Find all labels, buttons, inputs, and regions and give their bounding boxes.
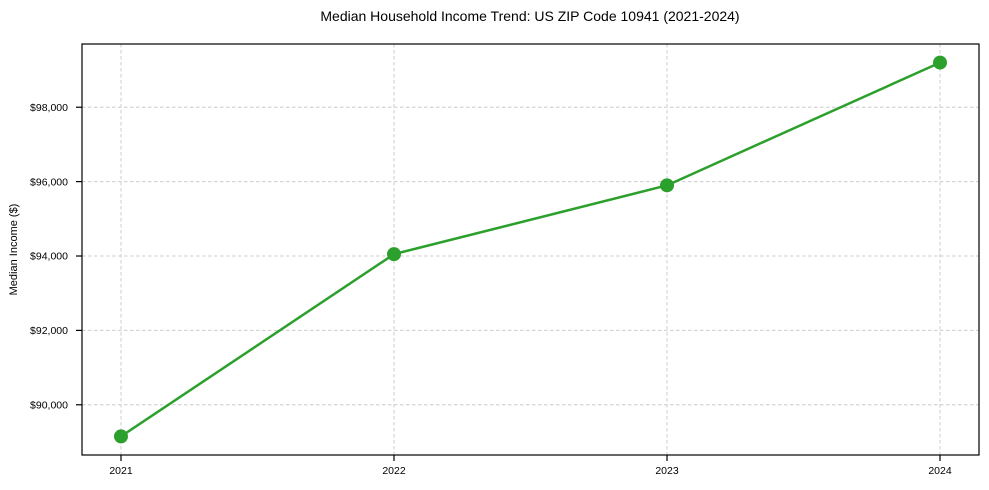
y-tick-label: $92,000 — [30, 325, 68, 337]
axes-layer — [76, 43, 980, 461]
y-tick-label: $96,000 — [30, 176, 68, 188]
data-point-2023 — [660, 178, 674, 193]
x-tick-label: 2021 — [109, 465, 133, 477]
y-tick-label: $98,000 — [30, 102, 68, 114]
data-point-2021 — [114, 429, 128, 444]
trend-line — [119, 61, 942, 438]
x-tick-label: 2023 — [655, 465, 679, 477]
tick-labels-layer: $90,000 $92,000 $94,000 $96,000 $98,000 2021 2… — [30, 102, 952, 477]
data-point-2024 — [933, 55, 947, 70]
y-tick-label: $90,000 — [30, 399, 68, 411]
data-point-2022 — [387, 247, 401, 262]
y-tick-label: $94,000 — [30, 251, 68, 263]
chart-title: Median Household Income Trend: US ZIP Co… — [320, 8, 739, 24]
plot-border — [81, 43, 980, 456]
series-layer — [114, 55, 947, 444]
x-tick-label: 2022 — [382, 465, 406, 477]
y-axis-title: Median Income ($) — [8, 204, 20, 296]
x-tick-label: 2024 — [928, 465, 952, 477]
